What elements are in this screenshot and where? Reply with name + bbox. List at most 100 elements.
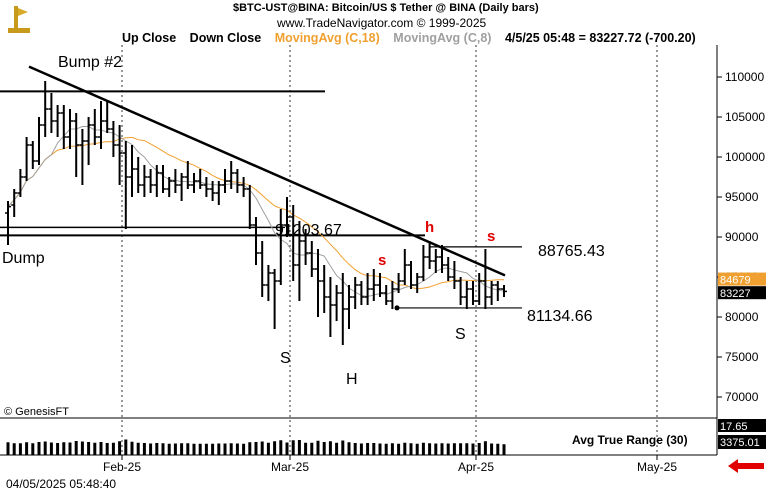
- price-bar: [178, 173, 185, 201]
- price-bar: [253, 217, 259, 265]
- price-bar: [98, 101, 104, 149]
- price-bar: [414, 273, 421, 293]
- annotation-small-s1: s: [378, 252, 386, 269]
- chart-copyright: www.TradeNavigator.com © 1999-2025: [277, 16, 487, 30]
- price-bar: [141, 165, 148, 197]
- price-bar: [172, 169, 179, 193]
- price-bar: [383, 285, 390, 305]
- ma18-line: [7, 136, 505, 290]
- price-bar: [339, 273, 346, 345]
- annotation-level-88765: 88765.43: [538, 243, 605, 260]
- y-tick-label: 80000: [725, 310, 759, 324]
- price-bar: [370, 269, 377, 301]
- price-bar: [296, 221, 303, 301]
- price-bar: [48, 93, 55, 133]
- last-price-value: 83227: [720, 288, 751, 300]
- atr-pane: [6, 439, 506, 455]
- atr-value: 3375.01: [720, 437, 760, 449]
- price-bar: [203, 177, 210, 197]
- annotation-small-h: h: [425, 219, 434, 236]
- price-bar: [308, 241, 315, 277]
- legend-up-close: Up Close: [122, 31, 177, 45]
- price-bar: [389, 281, 396, 309]
- price-bar: [135, 157, 142, 193]
- price-bar: [222, 169, 228, 193]
- annotation-level-81134: 81134.66: [527, 308, 593, 325]
- price-bar: [209, 181, 216, 201]
- price-bar: [321, 265, 328, 313]
- annotation-dump: Dump: [2, 250, 45, 267]
- price-bar: [54, 105, 61, 137]
- price-bar: [240, 177, 247, 197]
- price-bar: [470, 281, 476, 305]
- annotations: Bump #2 Dump S H Sh s s 91203.67 88765.43 81134.6…: [2, 54, 605, 388]
- genesis-copyright: © GenesisFT: [4, 406, 69, 418]
- price-bar: [488, 281, 495, 305]
- price-bar: [147, 169, 154, 193]
- vertical-grid: [121, 45, 658, 455]
- price-bar: [228, 161, 235, 189]
- price-bar: [315, 249, 321, 317]
- price-bar: [445, 257, 452, 281]
- price-bar: [352, 277, 359, 309]
- price-bar: [36, 117, 42, 165]
- y-tick-label: 90000: [725, 230, 759, 244]
- ma18-price-value: 84679: [720, 275, 751, 287]
- price-bar: [23, 137, 30, 181]
- price-bar: [197, 169, 204, 189]
- price-bar: [482, 249, 489, 309]
- legend-ma18: MovingAvg (C,18): [274, 31, 380, 45]
- y-tick-label: 100000: [725, 150, 765, 164]
- y-axis: 7000075000800008500090000950001000001050…: [717, 70, 765, 404]
- legend-readout: 4/5/25 05:48 = 83227.72 (-700.20): [504, 31, 696, 45]
- price-bar: [451, 261, 458, 289]
- annotation-right-shoulder: S: [455, 326, 466, 343]
- price-bar: [215, 181, 222, 205]
- annotation-bump2: Bump #2: [58, 54, 122, 71]
- x-tick-label: May-25: [637, 460, 677, 474]
- x-tick-label: Apr-25: [458, 460, 494, 474]
- price-bar: [259, 241, 266, 297]
- scroll-arrow-icon[interactable]: [728, 459, 764, 473]
- price-bar: [463, 281, 470, 309]
- price-bar: [166, 177, 173, 197]
- price-bar: [79, 129, 86, 185]
- ma18-price-tag: [718, 272, 766, 286]
- price-bar: [91, 109, 98, 145]
- legend-down-close: Down Close: [189, 31, 262, 45]
- ma8-line: [7, 126, 505, 298]
- price-bar: [290, 205, 297, 281]
- annotation-left-shoulder: S: [280, 350, 291, 367]
- x-tick-label: Feb-25: [103, 460, 141, 474]
- price-bar: [17, 169, 24, 197]
- price-bar: [302, 229, 309, 265]
- price-bar: [333, 285, 340, 321]
- legend-ma8: MovingAvg (C,8): [393, 31, 492, 45]
- y-tick-label: 105000: [725, 110, 765, 124]
- price-bar: [110, 121, 117, 157]
- y-tick-label: 75000: [725, 350, 759, 364]
- price-bar: [116, 125, 123, 185]
- price-bar: [426, 241, 433, 269]
- price-bar: [432, 249, 439, 273]
- price-bar: [377, 273, 383, 297]
- atr-label: Avg True Range (30): [572, 433, 688, 447]
- price-bar: [67, 109, 73, 149]
- chart-title: $BTC-UST@BINA: Bitcoin/US $ Tether @ BIN…: [233, 2, 539, 14]
- footer-timestamp: 04/05/2025 05:48:40: [6, 477, 117, 491]
- price-bar: [364, 273, 371, 305]
- atr-top-value: 17.65: [720, 421, 748, 433]
- price-bar: [122, 141, 129, 229]
- price-bar: [104, 101, 111, 133]
- annotation-head: H: [346, 371, 358, 388]
- price-bar: [85, 117, 92, 165]
- price-bar: [234, 169, 241, 193]
- price-bar: [346, 285, 352, 329]
- price-bar: [271, 269, 278, 329]
- price-bar: [457, 277, 464, 305]
- price-bar: [153, 165, 160, 197]
- price-bar: [420, 245, 427, 281]
- price-bar: [129, 145, 135, 197]
- price-bar: [439, 245, 445, 273]
